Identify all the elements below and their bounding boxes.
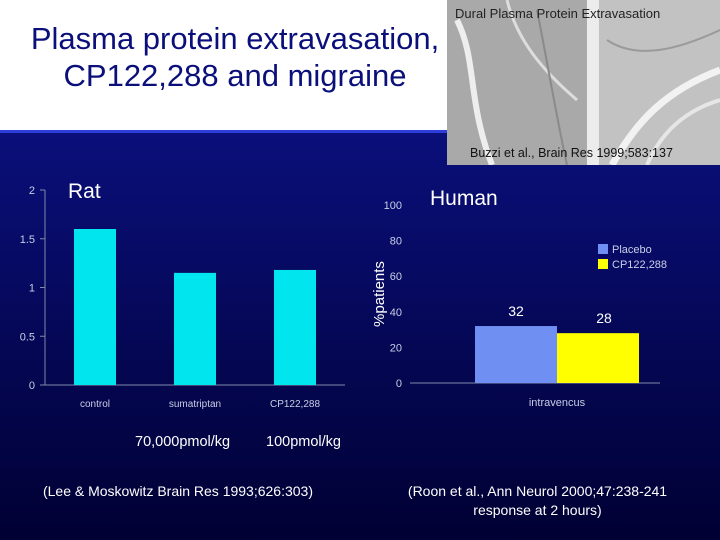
human-x-tick-label: intravencus — [529, 397, 586, 409]
rat-bar — [274, 269, 316, 385]
human-y-tick-label: 100 — [384, 200, 402, 212]
human-y-tick-label: 80 — [390, 236, 402, 248]
rat-x-tick-label: CP122,288 — [270, 399, 320, 410]
human-reference: (Roon et al., Ann Neurol 2000;47:238-241… — [370, 482, 705, 520]
rat-y-tick-label: 2 — [29, 185, 35, 197]
rat-bar — [74, 229, 116, 385]
human-legend-swatch — [598, 244, 608, 254]
human-data-label: 32 — [508, 303, 524, 319]
human-bar — [557, 333, 639, 383]
slide-title: Plasma protein extravasation, CP122,288 … — [30, 21, 440, 93]
rat-y-tick-label: 1 — [29, 283, 35, 295]
rat-y-tick-label: 0 — [29, 380, 35, 392]
micrograph-image — [447, 0, 720, 165]
human-legend-label: CP122,288 — [612, 259, 667, 271]
human-legend-label: Placebo — [612, 244, 652, 256]
dura-micrograph — [447, 0, 720, 165]
rat-x-tick-label: control — [80, 399, 110, 410]
human-y-tick-label: 0 — [396, 378, 402, 390]
rat-dose-right: 100pmol/kg — [266, 434, 341, 450]
human-bar — [475, 326, 557, 383]
human-legend-swatch — [598, 259, 608, 269]
rat-x-tick-label: sumatriptan — [169, 399, 221, 410]
human-bar-chart: 0 20 40 60 80 100 %patients 32 28 intravencus Plac… — [371, 200, 667, 409]
photo-credit: Buzzi et al., Brain Res 1999;583:137 — [470, 146, 673, 160]
human-reference-line-1: (Roon et al., Ann Neurol 2000;47:238-241 — [407, 483, 668, 499]
human-y-tick-label: 20 — [390, 342, 402, 354]
human-y-axis-label: %patients — [371, 261, 388, 327]
rat-reference: (Lee & Moskowitz Brain Res 1993;626:303) — [42, 483, 314, 499]
rat-dose-left: 70,000pmol/kg — [135, 434, 231, 450]
rat-bar-chart: 0 0.5 1 1.5 2 control sumatriptan CP122,288 — [20, 185, 345, 410]
human-y-tick-label: 60 — [390, 271, 402, 283]
human-label: Human — [430, 187, 498, 210]
photo-caption: Dural Plasma Protein Extravasation — [455, 6, 661, 21]
human-y-tick-label: 40 — [390, 307, 402, 319]
rat-y-tick-label: 0.5 — [20, 331, 35, 343]
rat-label: Rat — [68, 180, 101, 203]
human-reference-line-2: response at 2 hours) — [473, 502, 602, 518]
rat-bar — [174, 272, 216, 385]
human-data-label: 28 — [596, 310, 612, 326]
title-divider — [0, 130, 448, 133]
rat-y-tick-label: 1.5 — [20, 234, 35, 246]
